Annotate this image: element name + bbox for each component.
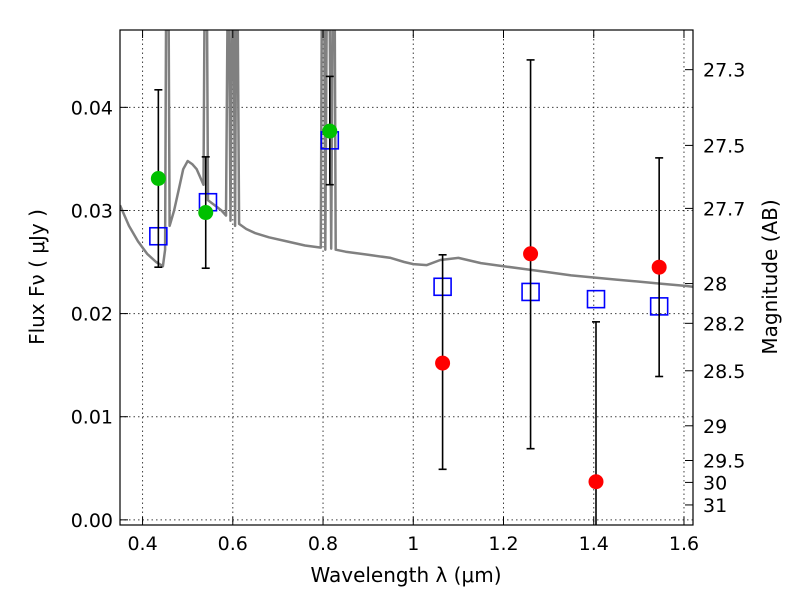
mag-tick-label: 28.2 bbox=[703, 313, 745, 335]
mag-tick-label: 27.3 bbox=[703, 60, 745, 82]
data-point bbox=[198, 205, 214, 221]
data-point bbox=[150, 171, 166, 186]
x-axis-label: Wavelength λ (μm) bbox=[310, 563, 501, 587]
mag-tick-label: 28 bbox=[703, 274, 727, 296]
mag-tick-label: 31 bbox=[703, 495, 727, 517]
axis-ticks: 0.4 0.6 0.8 1 1.2 1.4 1.6 0.00 0.01 0.02 0.03 0.04 2… bbox=[71, 30, 745, 555]
y-axis-label: Flux Fν ( μJy ) bbox=[25, 209, 49, 345]
plot-area bbox=[120, 30, 693, 525]
y-tick-label: 0.00 bbox=[71, 510, 113, 532]
data-point bbox=[588, 474, 604, 490]
mag-tick-label: 29.5 bbox=[703, 450, 745, 472]
x-tick-label: 0.6 bbox=[218, 533, 248, 555]
x-tick-label: 0.4 bbox=[127, 533, 157, 555]
x-tick-label: 0.8 bbox=[308, 533, 338, 555]
x-tick-label: 1 bbox=[407, 533, 419, 555]
x-tick-label: 1.6 bbox=[669, 533, 699, 555]
x-tick-label: 1.2 bbox=[488, 533, 518, 555]
plot-frame bbox=[119, 29, 694, 526]
y-tick-label: 0.01 bbox=[71, 407, 113, 429]
data-point bbox=[435, 355, 451, 371]
data-point bbox=[651, 259, 667, 275]
data-point bbox=[322, 123, 338, 139]
mag-tick-label: 27.5 bbox=[703, 135, 745, 157]
mag-tick-label: 28.5 bbox=[703, 361, 745, 383]
y-tick-label: 0.04 bbox=[71, 97, 113, 119]
right-axis-label: Magnitude (AB) bbox=[758, 199, 782, 354]
mag-tick-label: 27.7 bbox=[703, 198, 745, 220]
y-tick-label: 0.02 bbox=[71, 304, 113, 326]
x-tick-label: 1.4 bbox=[579, 533, 609, 555]
data-point bbox=[523, 246, 539, 262]
model-band-square bbox=[586, 289, 606, 309]
y-tick-label: 0.03 bbox=[71, 200, 113, 222]
mag-tick-label: 30 bbox=[703, 472, 727, 494]
mag-tick-label: 29 bbox=[703, 416, 727, 438]
model-sed-line bbox=[120, 30, 693, 289]
